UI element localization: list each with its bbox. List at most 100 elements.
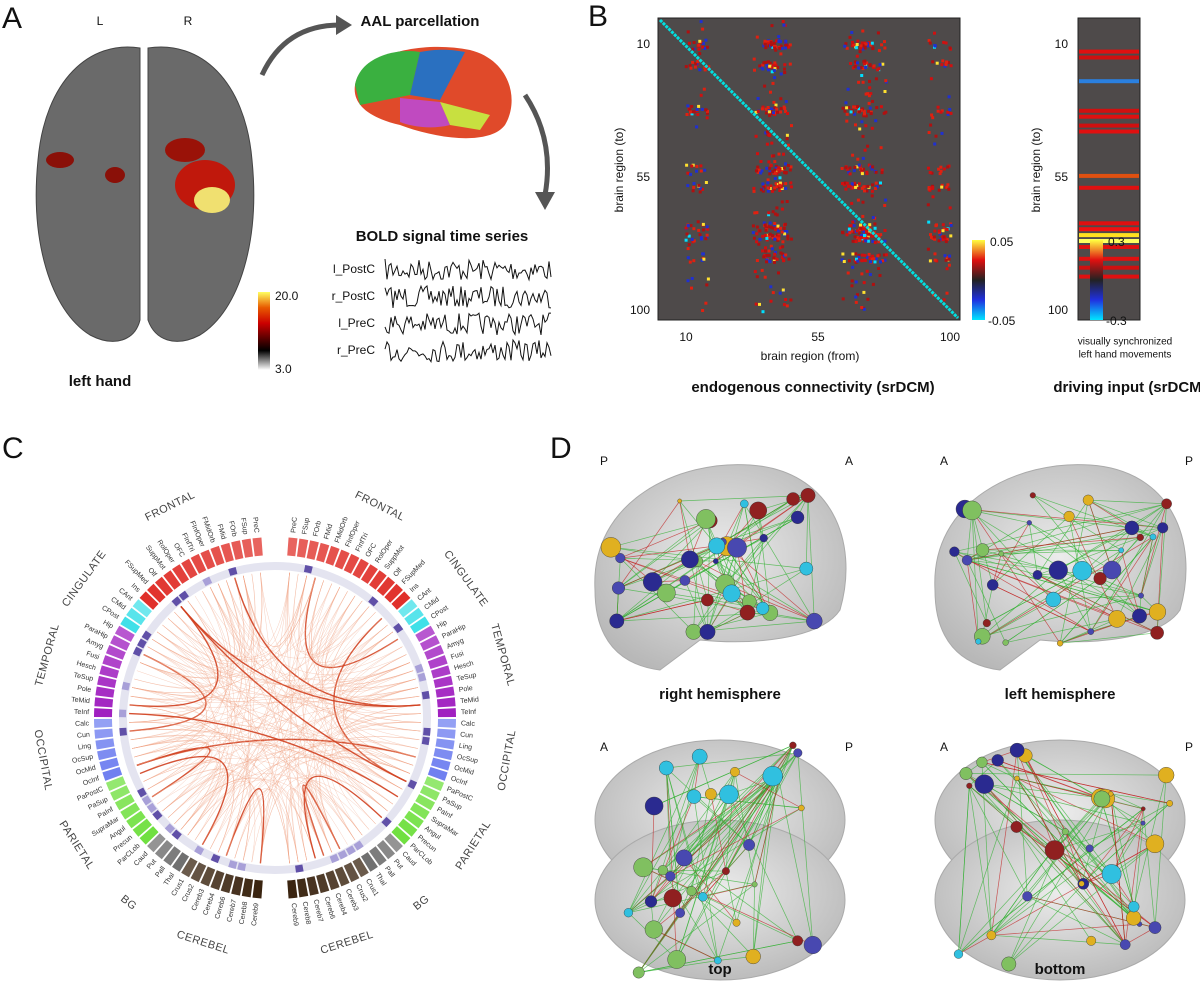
input-cell xyxy=(1079,233,1139,238)
matrix-cell xyxy=(878,63,882,67)
region-segment xyxy=(316,873,330,894)
connection xyxy=(1016,750,1028,897)
matrix-cell xyxy=(879,105,883,109)
region-segment xyxy=(231,876,244,896)
matrix-cell xyxy=(701,309,705,312)
matrix-cell xyxy=(862,290,866,294)
matrix-cell xyxy=(855,229,859,233)
matrix-cell xyxy=(862,114,866,118)
matrix-cell xyxy=(947,187,951,191)
matrix-cell xyxy=(882,253,886,257)
node xyxy=(659,760,674,776)
chord xyxy=(331,606,420,700)
matrix-cell xyxy=(865,269,869,273)
node xyxy=(798,804,805,812)
node xyxy=(991,754,1004,767)
matrix-cell xyxy=(945,60,949,64)
node xyxy=(966,782,973,789)
node xyxy=(633,857,654,878)
caption: top xyxy=(708,961,731,978)
region-segment xyxy=(94,708,113,718)
matrix-cell xyxy=(927,220,931,224)
matrix-cell xyxy=(692,41,696,44)
matrix-cell xyxy=(766,106,770,109)
matrix-cell xyxy=(850,224,854,228)
node xyxy=(959,767,973,780)
chord xyxy=(311,580,421,732)
matrix-cell xyxy=(944,41,948,45)
region-segment xyxy=(220,873,234,894)
matrix-cell xyxy=(775,213,779,217)
matrix-cell xyxy=(773,46,777,50)
matrix-cell xyxy=(760,268,764,272)
matrix-cell xyxy=(947,263,951,267)
matrix-cell xyxy=(859,167,863,171)
region-segment xyxy=(120,616,141,634)
matrix-cell xyxy=(942,235,946,239)
matrix-cell xyxy=(943,254,947,258)
matrix-cell xyxy=(869,112,873,116)
matrix-cell xyxy=(772,154,776,158)
matrix-cell xyxy=(854,300,858,304)
connection xyxy=(964,508,1140,617)
region-activity xyxy=(137,787,147,798)
region-segment xyxy=(334,866,350,887)
matrix-cell xyxy=(933,31,936,35)
matrix-cell xyxy=(763,60,767,64)
chord xyxy=(130,638,399,741)
region-label: Put xyxy=(146,858,158,871)
node xyxy=(786,492,800,506)
matrix-cell xyxy=(870,189,874,193)
chord xyxy=(147,618,382,790)
region-segment xyxy=(139,591,159,610)
matrix-cell xyxy=(939,237,943,241)
chord xyxy=(129,573,256,723)
matrix-cell xyxy=(696,113,700,116)
connection xyxy=(665,767,671,877)
matrix-cell xyxy=(871,46,875,50)
lobe-label: CEREBEL xyxy=(175,929,231,957)
region-activity xyxy=(421,736,430,746)
connection xyxy=(1037,574,1158,613)
title: BOLD signal time series xyxy=(356,228,529,245)
node xyxy=(1140,806,1146,812)
chord xyxy=(132,577,316,694)
matrix-cell xyxy=(773,222,777,225)
matrix-cell xyxy=(883,204,887,207)
matrix-cell xyxy=(946,61,950,65)
matrix-cell xyxy=(867,41,871,44)
region-segment xyxy=(435,738,455,750)
matrix-cell xyxy=(704,181,708,184)
matrix-cell xyxy=(759,160,763,163)
node xyxy=(962,500,982,521)
matrix-cell xyxy=(856,105,860,109)
region-activity xyxy=(119,727,127,736)
matrix-cell xyxy=(702,228,705,232)
connection xyxy=(683,857,737,923)
matrix-cell xyxy=(785,304,789,308)
matrix-cell xyxy=(936,105,940,109)
matrix-cell xyxy=(778,183,782,187)
input-cell xyxy=(1079,173,1139,178)
matrix-cell xyxy=(755,211,759,215)
signal-trace xyxy=(384,284,552,309)
region-label: Pall xyxy=(383,865,396,879)
connection xyxy=(971,510,988,624)
matrix-cell xyxy=(862,185,866,189)
arrow-head xyxy=(336,15,352,35)
chord xyxy=(156,618,220,673)
lobe-label: OCCIPITAL xyxy=(31,729,54,792)
node xyxy=(1014,775,1020,782)
matrix-cell xyxy=(861,156,865,160)
chord xyxy=(288,572,416,758)
region-label: OcSup xyxy=(456,754,478,765)
connection xyxy=(707,520,711,632)
matrix-cell xyxy=(857,186,861,190)
connection xyxy=(1111,808,1144,875)
chord xyxy=(209,747,416,849)
connection xyxy=(616,517,798,622)
node xyxy=(665,871,676,882)
connection xyxy=(1054,797,1101,851)
region-segment xyxy=(172,852,190,872)
connection xyxy=(982,595,1142,637)
